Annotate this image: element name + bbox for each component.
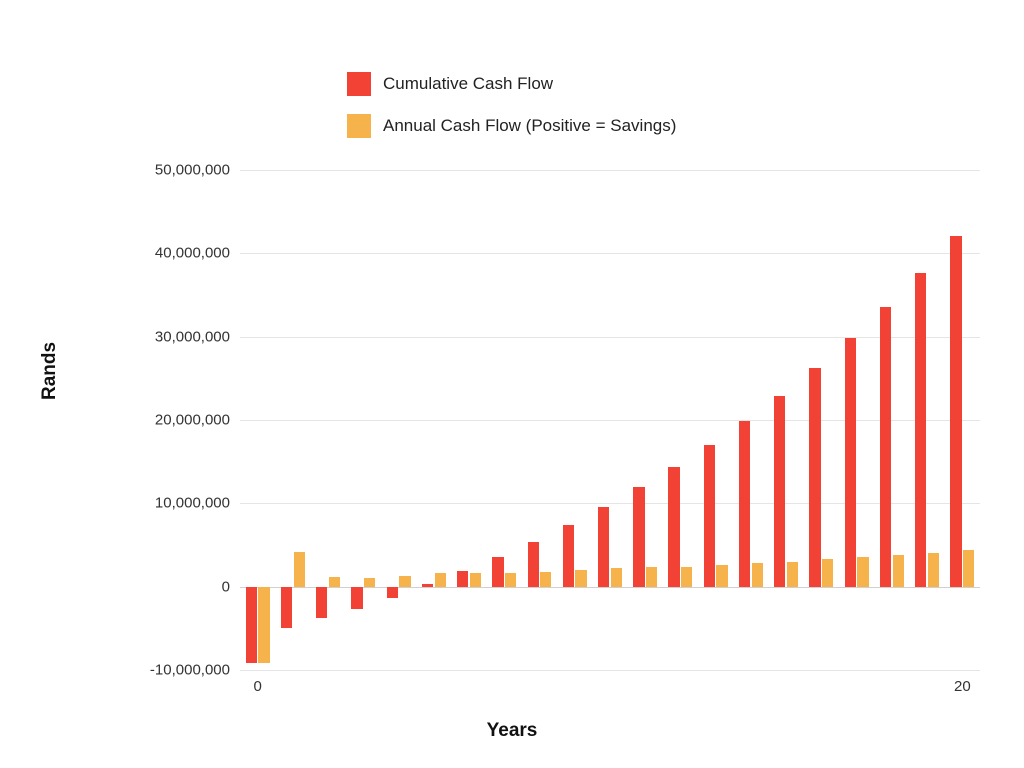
bar-annual <box>611 568 622 586</box>
bar-annual <box>505 573 516 587</box>
bar-cumulative <box>387 587 398 599</box>
bar-annual <box>787 562 798 587</box>
bar-cumulative <box>598 507 609 587</box>
bar-cumulative <box>845 338 856 586</box>
legend-label: Annual Cash Flow (Positive = Savings) <box>383 116 676 136</box>
bar-annual <box>646 567 657 587</box>
bar-annual <box>752 563 763 587</box>
bar-cumulative <box>528 542 539 587</box>
bar-annual <box>329 577 340 587</box>
x-tick-label: 20 <box>954 678 971 695</box>
plot-area: -10,000,000010,000,00020,000,00030,000,0… <box>240 170 980 670</box>
bar-annual <box>258 587 269 664</box>
chart-legend: Cumulative Cash Flow Annual Cash Flow (P… <box>347 72 676 138</box>
bar-annual <box>716 565 727 587</box>
x-tick-label: 0 <box>253 678 261 695</box>
bar-cumulative <box>246 587 257 664</box>
y-tick-label: 10,000,000 <box>155 495 230 512</box>
gridline <box>240 337 980 338</box>
y-axis-label: Rands <box>39 342 61 400</box>
bar-cumulative <box>281 587 292 629</box>
gridline <box>240 170 980 171</box>
bar-annual <box>857 557 868 587</box>
bar-cumulative <box>351 587 362 610</box>
bar-cumulative <box>457 571 468 587</box>
legend-swatch <box>347 114 371 138</box>
bar-annual <box>575 570 586 587</box>
bar-annual <box>928 553 939 587</box>
gridline <box>240 420 980 421</box>
gridline <box>240 253 980 254</box>
legend-swatch <box>347 72 371 96</box>
y-tick-label: 40,000,000 <box>155 245 230 262</box>
bar-annual <box>822 559 833 587</box>
bar-cumulative <box>492 557 503 587</box>
bar-annual <box>294 552 305 587</box>
bar-annual <box>540 572 551 587</box>
legend-item-cumulative: Cumulative Cash Flow <box>347 72 676 96</box>
bar-cumulative <box>950 236 961 587</box>
y-tick-label: -10,000,000 <box>150 662 230 679</box>
bar-cumulative <box>668 467 679 587</box>
bar-cumulative <box>704 445 715 587</box>
bar-cumulative <box>739 421 750 587</box>
y-tick-label: 0 <box>222 578 230 595</box>
legend-label: Cumulative Cash Flow <box>383 74 553 94</box>
cashflow-chart: Cumulative Cash Flow Annual Cash Flow (P… <box>0 0 1024 768</box>
bar-annual <box>963 550 974 587</box>
bar-cumulative <box>915 273 926 587</box>
x-axis-label: Years <box>0 720 1024 742</box>
bar-cumulative <box>774 396 785 587</box>
bar-annual <box>681 567 692 587</box>
y-tick-label: 30,000,000 <box>155 328 230 345</box>
gridline <box>240 670 980 671</box>
gridline <box>240 503 980 504</box>
bar-annual <box>470 573 481 586</box>
legend-item-annual: Annual Cash Flow (Positive = Savings) <box>347 114 676 138</box>
bar-cumulative <box>563 525 574 587</box>
bar-annual <box>893 555 904 587</box>
bar-annual <box>364 578 375 587</box>
y-tick-label: 50,000,000 <box>155 162 230 179</box>
bar-cumulative <box>880 307 891 587</box>
bar-cumulative <box>316 587 327 619</box>
bar-cumulative <box>422 584 433 587</box>
y-tick-label: 20,000,000 <box>155 412 230 429</box>
bar-annual <box>399 576 410 587</box>
bar-annual <box>435 573 446 587</box>
bar-cumulative <box>809 368 820 586</box>
bar-cumulative <box>633 487 644 587</box>
